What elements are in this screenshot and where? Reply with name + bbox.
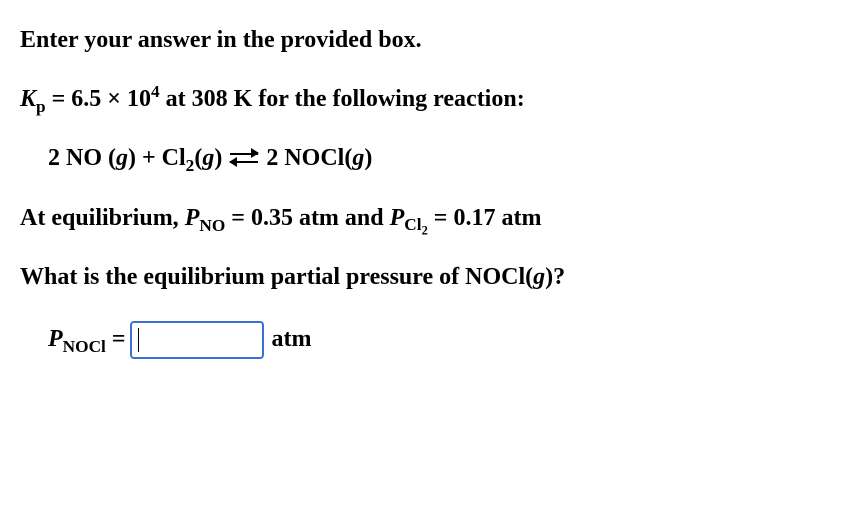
rxn-rhs2: ): [364, 145, 372, 171]
question-line: What is the equilibrium partial pressure…: [20, 262, 826, 293]
pcl2-sub: Cl2: [404, 215, 428, 234]
pnocl-p: P: [48, 326, 63, 352]
rxn-rhs1: 2 NOCl(: [266, 145, 352, 171]
pnocl-sub: NOCl: [63, 337, 106, 356]
kp-equals: = 6.5 × 10: [46, 86, 151, 112]
equilibrium-line: At equilibrium, PNO = 0.35 atm and PCl2 …: [20, 203, 826, 234]
rxn-g1: g: [116, 145, 128, 171]
pno-val: = 0.35 atm and: [225, 205, 389, 231]
pcl2-val: = 0.17 atm: [428, 205, 542, 231]
kp-exp: 4: [151, 82, 160, 101]
rxn-g3: g: [352, 145, 364, 171]
answer-label: PNOCl =: [48, 324, 126, 355]
question-pre: What is the equilibrium partial pressure…: [20, 264, 533, 290]
rxn-g2: g: [202, 145, 214, 171]
kp-rest: at 308 K for the following reaction:: [160, 86, 525, 112]
instruction-line: Enter your answer in the provided box.: [20, 25, 826, 56]
rxn-lhs2: ) + Cl: [128, 145, 186, 171]
kp-sub: p: [36, 97, 46, 116]
rxn-lhs1: 2 NO (: [48, 145, 116, 171]
pno-p: P: [185, 205, 200, 231]
answer-row: PNOCl = atm: [20, 321, 826, 359]
equilibrium-arrow-icon: [230, 149, 258, 167]
question-g: g: [533, 264, 545, 290]
pcl2-p: P: [390, 205, 405, 231]
instruction-text: Enter your answer in the provided box.: [20, 27, 422, 53]
text-caret-icon: [138, 328, 140, 352]
answer-input[interactable]: [130, 321, 264, 359]
answer-eq: =: [106, 326, 126, 352]
rxn-lhs4: ): [214, 145, 222, 171]
kp-symbol: K: [20, 86, 36, 112]
kp-line: Kp = 6.5 × 104 at 308 K for the followin…: [20, 84, 826, 115]
answer-unit: atm: [272, 324, 312, 355]
equil-pre: At equilibrium,: [20, 205, 185, 231]
pno-sub: NO: [199, 215, 225, 234]
question-post: )?: [545, 264, 565, 290]
reaction-line: 2 NO (g) + Cl2(g) 2 NOCl(g): [20, 143, 826, 174]
